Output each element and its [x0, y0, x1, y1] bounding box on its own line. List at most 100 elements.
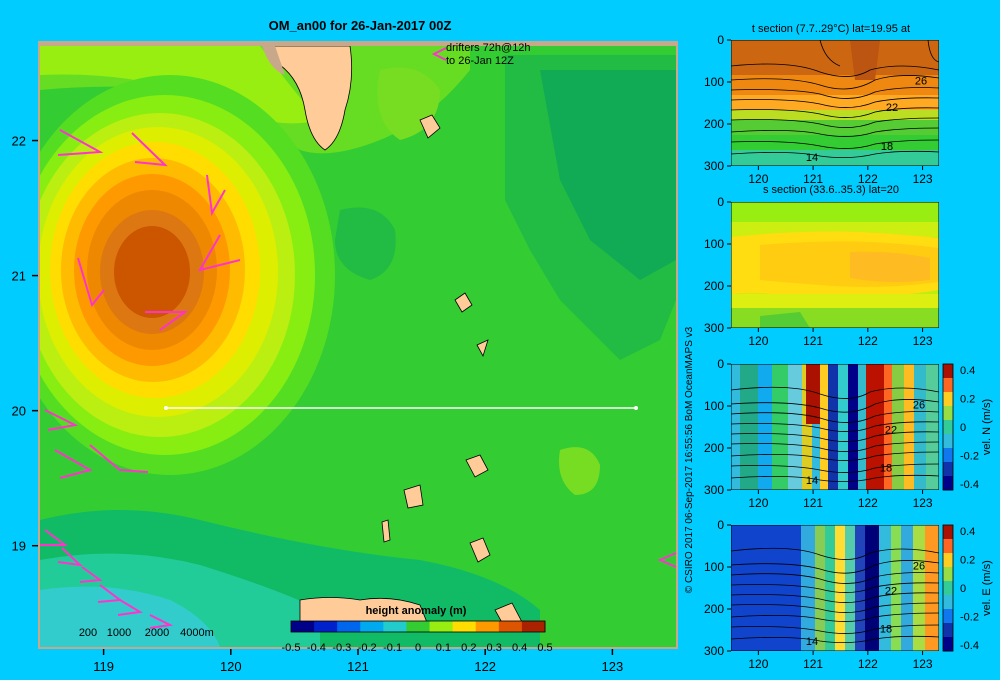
velocity-colorbar-swatch	[943, 476, 953, 491]
height-colorbar-tick-label: -0.2	[358, 642, 377, 654]
section-y-tick-label: 100	[704, 75, 724, 89]
map-x-tick-label: 119	[93, 659, 114, 674]
temperature-section-title: t section (7.7..29°C) lat=19.95 at	[752, 23, 910, 35]
section-y-tick-label: 300	[704, 644, 724, 658]
height-colorbar-tick-label: -0.5	[282, 642, 301, 654]
height-colorbar: height anomaly (m) -0.5 -0.4 -0.3 -0.2 -0.1 0…	[282, 605, 553, 654]
height-colorbar-tick-label: 0.4	[512, 642, 527, 654]
velocity-colorbar-tick-label: -0.4	[960, 640, 979, 652]
height-colorbar-swatch	[383, 621, 407, 632]
depth-legend: 200 1000 2000 4000m	[79, 627, 214, 639]
velocity-colorbar-swatch	[943, 623, 953, 638]
height-colorbar-swatch	[475, 621, 500, 632]
velocity-colorbar-swatch	[943, 392, 953, 407]
velocity-colorbar-tick-label: 0.2	[960, 555, 975, 567]
height-colorbar-swatch	[521, 621, 546, 632]
section-x-tick-label: 123	[913, 334, 933, 348]
velocity-colorbar-swatch	[943, 406, 953, 421]
section-y-tick-label: 200	[704, 117, 724, 131]
section-y-tick-label: 0	[717, 357, 724, 371]
salinity-section-title: s section (33.6..35.3) lat=20	[763, 184, 899, 196]
contour-label: 14	[806, 475, 818, 487]
velocity-colorbar-tick-label: 0.4	[960, 526, 975, 538]
velocity-colorbar-swatch	[943, 609, 953, 624]
section-y-tick-label: 100	[704, 560, 724, 574]
height-anomaly-field	[40, 46, 676, 647]
height-colorbar-tick-label: 0.1	[436, 642, 451, 654]
section-x-tick-label: 121	[803, 657, 823, 671]
velocity-colorbar-swatch	[943, 434, 953, 449]
velocity-colorbar-swatch	[943, 448, 953, 463]
velocity-colorbar-swatch	[943, 539, 953, 554]
height-colorbar-swatch	[314, 621, 338, 632]
height-colorbar-tick-label: 0.3	[487, 642, 502, 654]
depth-legend-label: 1000	[107, 627, 131, 639]
section-x-tick-label: 121	[803, 334, 823, 348]
contour-label: 26	[915, 75, 927, 87]
depth-legend-label: 4000m	[180, 627, 214, 639]
contour-label: 22	[885, 586, 897, 598]
velocity-colorbar-swatch	[943, 525, 953, 540]
main-map: OM_an00 for 26-Jan-2017 00Z	[12, 18, 678, 674]
contour-label: 26	[913, 560, 925, 572]
section-x-tick-label: 122	[858, 657, 878, 671]
velocity-colorbar-swatch	[943, 581, 953, 596]
height-colorbar-tick-label: 0.2	[461, 642, 476, 654]
section-x-tick-label: 123	[913, 657, 933, 671]
map-y-tick-label: 19	[12, 539, 26, 554]
section-y-tick-label: 200	[704, 279, 724, 293]
height-colorbar-swatch	[291, 621, 315, 632]
credit-text: © CSIRO 2017 06-Sep-2017 16:55:56 BoM Oc…	[684, 326, 695, 593]
velocity-colorbar-tick-label: -0.2	[960, 612, 979, 624]
velocity-colorbar-swatch	[943, 637, 953, 652]
section-x-tick-label: 123	[913, 496, 933, 510]
velocity-colorbar-swatch	[943, 364, 953, 379]
height-colorbar-swatch	[452, 621, 477, 632]
temperature-section-panel: t section (7.7..29°C) lat=19.95 at	[704, 23, 939, 186]
velocity-colorbar-label: vel. E (m/s)	[981, 560, 993, 616]
map-axes: 119 120 121 122 123 19 20 21 22	[12, 134, 624, 674]
section-x-tick-label: 123	[913, 172, 933, 186]
section-y-tick-label: 0	[717, 33, 724, 47]
salinity-section-panel: s section (33.6..35.3) lat=20 120 121 122 1…	[704, 184, 939, 348]
map-x-tick-label: 123	[602, 659, 624, 674]
section-y-tick-label: 100	[704, 237, 724, 251]
contour-label: 26	[913, 399, 925, 411]
section-y-tick-label: 200	[704, 602, 724, 616]
velocity-colorbar-tick-label: -0.4	[960, 479, 979, 491]
velocity-colorbar-swatch	[943, 553, 953, 568]
velocity-colorbar-label: vel. N (m/s)	[981, 399, 993, 455]
east-velocity-panel: 120 121 122 123 0 100 200 300 26 22 18 14 0.4 0.2 0 -…	[704, 518, 993, 671]
height-colorbar-tick-label: -0.1	[383, 642, 402, 654]
section-x-tick-label: 121	[803, 496, 823, 510]
section-y-tick-label: 200	[704, 441, 724, 455]
section-x-tick-label: 120	[748, 496, 768, 510]
height-colorbar-border	[290, 620, 546, 633]
contour-label: 14	[806, 152, 818, 164]
map-x-tick-label: 120	[220, 659, 242, 674]
height-colorbar-swatch	[498, 621, 523, 632]
height-colorbar-tick-label: -0.4	[307, 642, 326, 654]
height-colorbar-swatch	[337, 621, 361, 632]
velocity-colorbar-swatch	[943, 595, 953, 610]
map-x-tick-label: 122	[474, 659, 496, 674]
section-y-tick-label: 300	[704, 483, 724, 497]
velocity-colorbar-swatch	[943, 378, 953, 393]
contour-label: 18	[881, 141, 893, 153]
drifter-tracks	[40, 129, 241, 629]
map-y-tick-label: 21	[12, 269, 26, 284]
height-colorbar-tick-label: -0.3	[332, 642, 351, 654]
velocity-colorbar-swatch	[943, 462, 953, 477]
contour-label: 22	[885, 425, 897, 437]
height-colorbar-ticks: -0.5 -0.4 -0.3 -0.2 -0.1 0 0.1 0.2 0.3 0.4 0.5	[282, 642, 553, 654]
section-x-tick-label: 120	[748, 657, 768, 671]
section-y-tick-label: 300	[704, 321, 724, 335]
section-y-tick-label: 100	[704, 399, 724, 413]
height-colorbar-swatch	[406, 621, 431, 632]
edge-arrow	[657, 552, 677, 568]
drifter-legend-arrow	[431, 47, 447, 61]
height-colorbar-swatch	[360, 621, 384, 632]
velocity-colorbar-swatch	[943, 567, 953, 582]
map-y-tick-label: 22	[12, 134, 26, 149]
